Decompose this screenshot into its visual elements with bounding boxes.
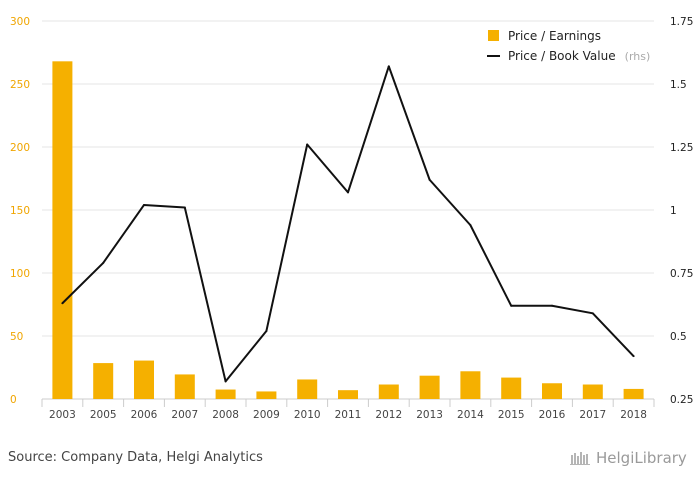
line-point — [61, 302, 64, 305]
legend-label-pbv-note: (rhs) — [625, 50, 651, 63]
x-tick-label: 2016 — [539, 409, 566, 421]
line-point — [102, 261, 105, 264]
left-tick-label: 100 — [10, 268, 30, 280]
line-point — [347, 191, 349, 194]
x-tick-label: 2006 — [131, 409, 158, 421]
left-axis: 0 50 100 150 200 250 300 — [10, 16, 30, 406]
line-point — [387, 65, 390, 68]
left-tick-label: 150 — [10, 205, 30, 217]
x-tick-label: 2008 — [212, 409, 239, 421]
logo-text: HelgiLibrary — [596, 449, 687, 467]
line-point — [510, 304, 513, 307]
line-point — [469, 224, 472, 227]
left-tick-label: 300 — [10, 16, 30, 28]
x-tick-label: 2010 — [294, 409, 321, 421]
left-tick-label: 250 — [10, 79, 30, 91]
right-tick-label: 1.25 — [670, 142, 693, 154]
right-axis: 0.25 0.5 0.75 1 1.25 1.5 1.75 — [670, 16, 693, 406]
right-tick-label: 1 — [670, 205, 677, 217]
right-tick-label: 0.5 — [670, 331, 687, 343]
library-icon — [570, 451, 592, 465]
line-point — [143, 203, 145, 206]
bar — [338, 390, 358, 399]
right-tick-label: 0.25 — [670, 394, 693, 406]
helgi-logo: HelgiLibrary — [570, 449, 687, 467]
line-point — [224, 380, 227, 383]
left-tick-label: 50 — [10, 331, 23, 343]
x-tick-label: 2009 — [253, 409, 280, 421]
line-point — [632, 355, 635, 358]
legend-label-pbv: Price / Book Value (rhs) — [508, 45, 650, 64]
bar — [93, 363, 114, 399]
line-point — [183, 206, 186, 209]
right-tick-label: 0.75 — [670, 268, 693, 280]
bar — [174, 374, 195, 399]
legend: Price / Earnings Price / Book Value (rhs… — [487, 29, 650, 64]
legend-swatch-pe — [488, 30, 499, 41]
x-tick-label: 2011 — [335, 409, 362, 421]
bar — [460, 371, 481, 399]
line-point — [306, 143, 309, 146]
bar — [378, 384, 399, 399]
legend-label-pe: Price / Earnings — [508, 29, 601, 43]
bar — [256, 391, 277, 399]
bar — [134, 360, 154, 399]
right-tick-label: 1.5 — [670, 79, 687, 91]
bar — [582, 384, 603, 399]
x-tick-label: 2013 — [416, 409, 443, 421]
right-tick-label: 1.75 — [670, 16, 693, 28]
bar-series — [52, 61, 644, 399]
line-point — [428, 178, 431, 181]
x-tick-label: 2007 — [171, 409, 198, 421]
grid-lines — [42, 20, 654, 400]
line-series — [61, 65, 635, 383]
bar — [52, 61, 73, 399]
line-point — [551, 304, 553, 307]
legend-label-pbv-text: Price / Book Value — [508, 49, 616, 63]
bar — [215, 389, 236, 399]
bar — [419, 375, 440, 399]
bar — [542, 383, 562, 399]
x-tick-label: 2018 — [620, 409, 647, 421]
x-tick-label: 2017 — [579, 409, 606, 421]
source-note: Source: Company Data, Helgi Analytics — [8, 450, 263, 465]
pbv-line — [61, 65, 635, 383]
bar — [297, 379, 318, 399]
x-tick-label: 2014 — [457, 409, 484, 421]
x-axis: 2003 2005 2006 2007 2008 2009 2010 2011 2012 2013… — [41, 399, 655, 421]
x-tick-label: 2005 — [90, 409, 117, 421]
x-tick-label: 2012 — [375, 409, 402, 421]
x-tick-label: 2003 — [49, 409, 76, 421]
bar — [623, 388, 644, 399]
x-tick-label: 2015 — [498, 409, 525, 421]
bar — [501, 377, 522, 399]
line-point — [265, 329, 268, 332]
left-tick-label: 0 — [10, 394, 17, 406]
chart: 0 50 100 150 200 250 300 0.25 0.5 0.75 1 1.25 1.5 1.… — [10, 16, 693, 421]
line-point — [591, 312, 594, 315]
left-tick-label: 200 — [10, 142, 30, 154]
